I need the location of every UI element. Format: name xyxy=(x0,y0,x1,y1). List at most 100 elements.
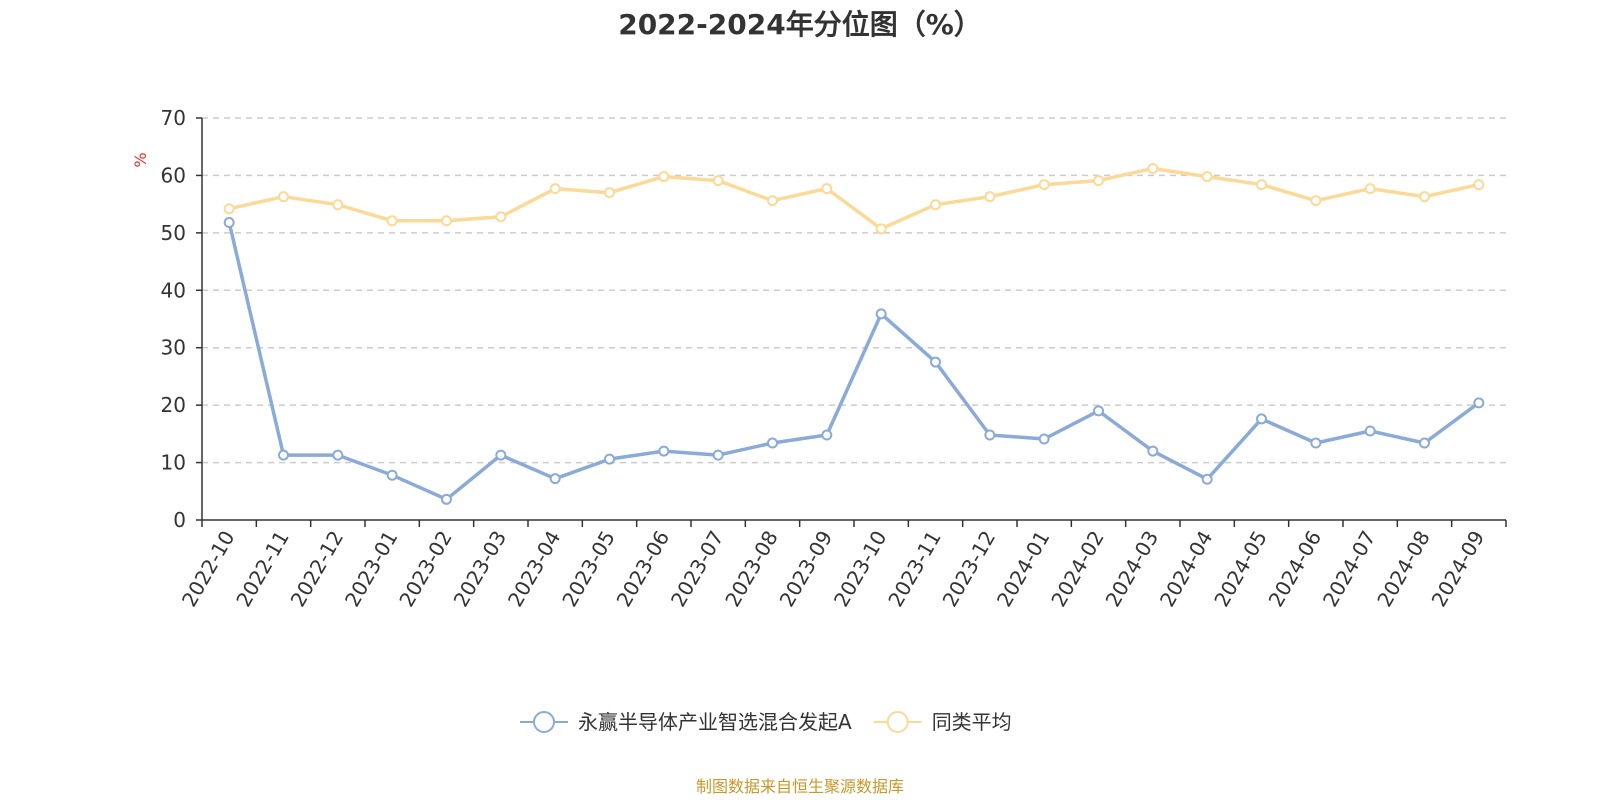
x-tick-label: 2024-04 xyxy=(1155,527,1218,611)
data-point xyxy=(386,215,398,227)
x-tick-label: 2023-09 xyxy=(775,527,838,611)
data-point xyxy=(821,183,833,195)
x-tick-label: 2023-12 xyxy=(938,526,1001,610)
series-line xyxy=(227,222,1480,502)
data-point xyxy=(441,493,452,505)
x-tick-label: 2023-01 xyxy=(340,527,403,611)
y-tick-label: 0 xyxy=(173,508,186,532)
data-point xyxy=(984,429,996,441)
data-point xyxy=(1201,473,1213,485)
x-tick-label: 2023-05 xyxy=(557,527,620,611)
data-point xyxy=(332,449,344,461)
series-group xyxy=(223,163,1485,235)
x-tick-label: 2024-01 xyxy=(992,527,1055,611)
data-point xyxy=(1364,425,1376,437)
y-tick-label: 10 xyxy=(161,451,186,475)
legend-label: 同类平均 xyxy=(932,710,1012,734)
y-tick-label: 30 xyxy=(161,336,186,360)
x-tick-label: 2023-08 xyxy=(720,527,783,611)
data-point xyxy=(875,223,887,235)
data-point xyxy=(1256,179,1267,191)
axes xyxy=(201,118,1506,521)
legend-marker-icon xyxy=(533,711,555,733)
data-point xyxy=(821,429,833,441)
data-point xyxy=(549,473,561,485)
x-tick-label: 2023-06 xyxy=(612,527,675,611)
series-lines xyxy=(223,163,1485,505)
data-point xyxy=(1038,433,1050,445)
x-tick-label: 2024-06 xyxy=(1264,527,1327,611)
data-point xyxy=(604,453,615,465)
data-point xyxy=(1310,437,1322,449)
data-point xyxy=(767,195,778,207)
data-point xyxy=(223,217,235,229)
legend[interactable]: 永赢半导体产业智选混合发起A 同类平均 xyxy=(520,710,1012,734)
data-point xyxy=(278,191,289,203)
y-tick-label: 60 xyxy=(161,163,186,187)
data-point xyxy=(223,203,235,215)
data-point xyxy=(1473,397,1485,409)
data-point xyxy=(1201,171,1213,183)
x-tick-label: 2024-03 xyxy=(1101,527,1164,611)
data-point xyxy=(1419,437,1430,449)
x-tick-label: 2022-11 xyxy=(231,527,294,611)
series-group xyxy=(223,217,1485,505)
y-tick-label: 70 xyxy=(161,106,186,130)
x-tick-label: 2024-05 xyxy=(1209,527,1272,611)
data-point xyxy=(1147,445,1159,457)
x-tick-labels: 2022-102022-112022-122023-012023-022023-… xyxy=(177,520,1507,611)
data-point xyxy=(1093,175,1104,187)
data-source-note: 制图数据来自恒生聚源数据库 xyxy=(696,777,904,796)
data-point xyxy=(1093,405,1104,417)
data-point xyxy=(495,211,507,223)
data-point xyxy=(767,437,778,449)
series-line xyxy=(228,166,1480,231)
data-point xyxy=(712,449,724,461)
x-tick-label: 2024-08 xyxy=(1372,527,1435,611)
data-point xyxy=(441,215,452,227)
data-point xyxy=(930,199,941,211)
legend-item[interactable]: 同类平均 xyxy=(873,710,1012,734)
x-tick-label: 2024-02 xyxy=(1046,527,1109,611)
data-point xyxy=(604,187,615,199)
legend-item[interactable]: 永赢半导体产业智选混合发起A xyxy=(520,710,852,734)
x-tick-label: 2022-12 xyxy=(286,527,349,611)
x-tick-label: 2024-07 xyxy=(1318,527,1381,611)
x-tick-label: 2023-10 xyxy=(829,527,892,611)
x-tick-label: 2023-04 xyxy=(503,527,566,611)
data-point xyxy=(712,175,724,187)
data-point xyxy=(930,356,941,368)
data-point xyxy=(658,445,670,457)
data-point xyxy=(495,449,507,461)
data-point xyxy=(984,191,996,203)
data-point xyxy=(332,199,344,211)
data-point xyxy=(1364,183,1376,195)
data-point xyxy=(1256,413,1267,425)
y-tick-label: 40 xyxy=(161,278,186,302)
data-point xyxy=(1038,179,1050,191)
y-tick-label: 20 xyxy=(161,393,186,417)
y-axis-label: % xyxy=(131,152,150,167)
data-point xyxy=(1419,191,1430,203)
x-tick-label: 2024-09 xyxy=(1427,527,1490,611)
data-point xyxy=(1147,163,1159,175)
y-tick-label: 50 xyxy=(161,221,186,245)
data-point xyxy=(658,171,670,183)
x-tick-label: 2023-02 xyxy=(394,527,457,611)
legend-label: 永赢半导体产业智选混合发起A xyxy=(578,710,852,734)
data-point xyxy=(278,449,289,461)
data-point xyxy=(549,183,561,195)
x-tick-label: 2023-07 xyxy=(666,527,729,611)
y-tick-labels: 0 10 20 30 40 50 60 70 xyxy=(161,106,202,532)
data-point xyxy=(875,308,887,320)
x-tick-label: 2023-03 xyxy=(449,527,512,611)
legend-marker-icon xyxy=(886,711,909,733)
x-tick-label: 2022-10 xyxy=(177,527,240,611)
chart-title: 2022-2024年分位图（%） xyxy=(618,8,982,41)
grid-lines xyxy=(202,117,1506,464)
data-point xyxy=(1473,179,1485,191)
data-point xyxy=(1310,195,1322,207)
x-tick-label: 2023-11 xyxy=(883,527,946,611)
data-point xyxy=(386,469,398,481)
